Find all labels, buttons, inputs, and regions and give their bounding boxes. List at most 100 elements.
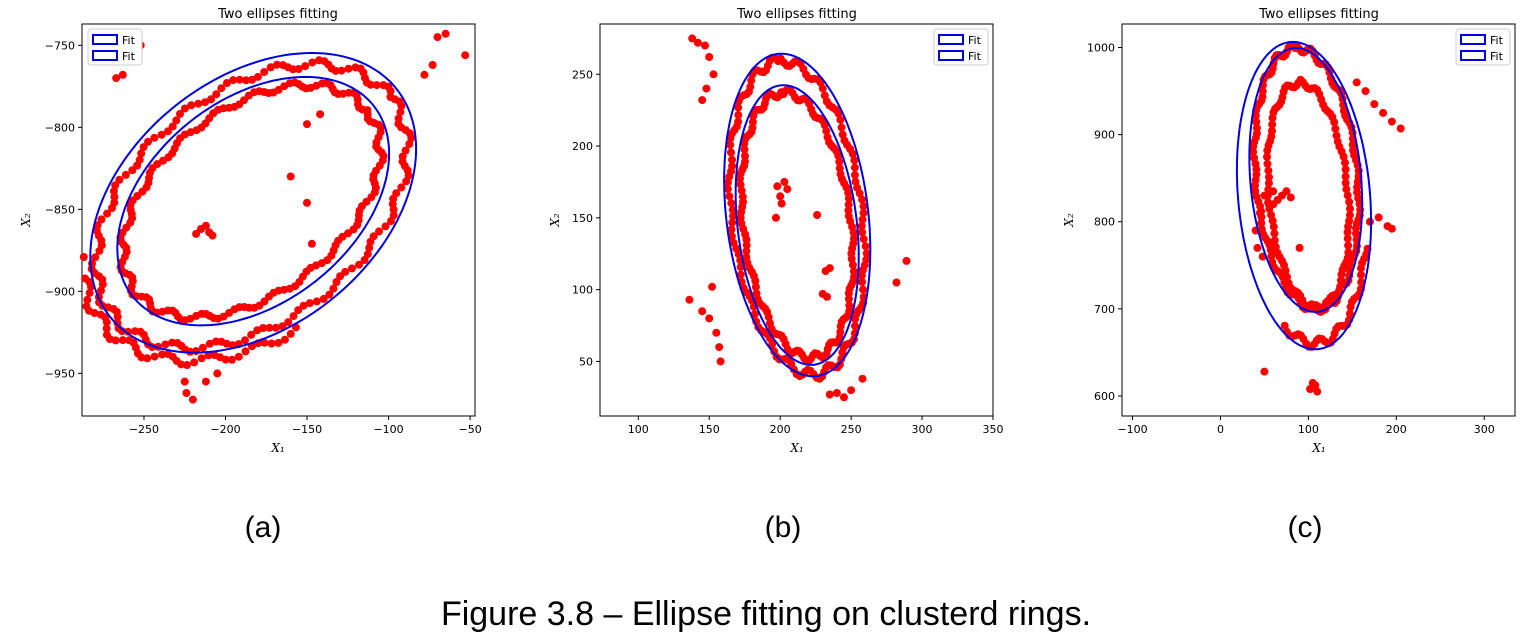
scatter-point bbox=[1311, 381, 1320, 390]
scatter-point bbox=[164, 127, 172, 136]
scatter-point bbox=[188, 395, 197, 404]
scatter-point bbox=[851, 177, 860, 186]
scatter-point bbox=[712, 328, 721, 337]
scatter-point bbox=[1357, 278, 1366, 287]
scatter-point bbox=[286, 172, 295, 181]
sublabel-c: (c) bbox=[1288, 511, 1323, 544]
scatter-point bbox=[1296, 75, 1305, 84]
scatter-point bbox=[823, 133, 832, 142]
scatter-point bbox=[128, 166, 137, 175]
scatter-point bbox=[825, 390, 834, 399]
scatter-point bbox=[265, 323, 274, 332]
scatter-point bbox=[736, 174, 744, 183]
scatter-point bbox=[307, 239, 316, 248]
scatter-point bbox=[234, 352, 243, 361]
scatter-point bbox=[729, 212, 737, 221]
scatter-point bbox=[365, 243, 374, 252]
legend-box bbox=[87, 28, 143, 66]
scatter-point bbox=[858, 215, 867, 224]
scatter-point bbox=[1332, 131, 1341, 140]
x-tick-label: 200 bbox=[1386, 423, 1407, 436]
scatter-point bbox=[118, 327, 127, 336]
y-axis-label-b: X₂ bbox=[548, 213, 562, 228]
scatter-point bbox=[726, 134, 735, 143]
scatter-point bbox=[197, 354, 206, 363]
scatter-point bbox=[777, 199, 786, 208]
fit-ellipse-1 bbox=[1235, 40, 1373, 351]
scatter-point bbox=[850, 234, 858, 243]
scatter-point bbox=[1282, 187, 1291, 196]
scatter-point bbox=[259, 324, 268, 332]
scatter-point bbox=[375, 227, 383, 236]
scatter-point bbox=[301, 62, 310, 71]
scatter-point bbox=[115, 175, 124, 184]
scatter-point bbox=[113, 312, 122, 321]
scatter-point bbox=[750, 310, 759, 319]
scatter-point bbox=[204, 351, 213, 360]
scatter-point bbox=[228, 355, 236, 364]
scatter-point bbox=[95, 246, 104, 255]
scatter-point bbox=[1268, 216, 1277, 225]
scatter-point bbox=[1345, 217, 1354, 225]
scatter-point bbox=[902, 256, 911, 265]
scatter-point bbox=[708, 282, 717, 291]
scatter-point bbox=[180, 104, 189, 113]
scatter-point bbox=[381, 222, 390, 231]
scatter-point bbox=[315, 56, 323, 65]
legend-swatch bbox=[1460, 34, 1486, 45]
scatter-point bbox=[858, 374, 867, 383]
scatter-point bbox=[1313, 387, 1322, 396]
scatter-point bbox=[303, 198, 311, 207]
scatter-point bbox=[858, 228, 867, 237]
scatter-point bbox=[241, 347, 250, 356]
scatter-point bbox=[247, 330, 256, 339]
x-axis-label-a: X₁ bbox=[270, 441, 284, 455]
scatter-point bbox=[223, 79, 231, 87]
scatter-point bbox=[397, 183, 406, 192]
y-axis-c: 600 700 800 900 1000 bbox=[1087, 42, 1122, 403]
scatter-point bbox=[441, 29, 450, 38]
scatter-point bbox=[836, 170, 845, 179]
scatter-point bbox=[201, 377, 210, 386]
scatter-point bbox=[182, 389, 191, 397]
scatter-point bbox=[172, 116, 181, 125]
scatter-point bbox=[83, 295, 92, 304]
scatter-point bbox=[728, 205, 737, 214]
x-tick-label: 100 bbox=[1298, 423, 1319, 436]
scatter-point bbox=[208, 231, 217, 240]
scatter-point bbox=[862, 249, 871, 258]
scatter-point bbox=[121, 170, 130, 179]
scatter-point bbox=[736, 270, 745, 279]
scatter-point bbox=[177, 360, 186, 369]
scatter-point bbox=[159, 156, 167, 165]
x-tick-label: −250 bbox=[129, 423, 159, 436]
scatter-point bbox=[143, 354, 152, 363]
x-axis-c: −100 0 100 200 300 bbox=[1117, 416, 1495, 436]
scatter-point bbox=[734, 103, 743, 112]
fit-ellipse-1 bbox=[723, 52, 872, 378]
x-tick-label: 350 bbox=[983, 423, 1004, 436]
panel-c: Two ellipses fitting −100 0 100 200 300 600 7… bbox=[1062, 7, 1516, 544]
scatter-point bbox=[862, 255, 871, 264]
panel-a: Two ellipses fitting −250 −200 −150 −100 −50… bbox=[19, 7, 482, 544]
scatter-point bbox=[303, 120, 311, 129]
scatter-point bbox=[305, 299, 314, 308]
scatter-point bbox=[369, 232, 378, 241]
scatter-point bbox=[229, 76, 238, 85]
scatter-point bbox=[1345, 309, 1354, 318]
scatter-point bbox=[1253, 243, 1262, 252]
scatter-point bbox=[1365, 217, 1374, 226]
scatter-point bbox=[139, 143, 148, 152]
y-tick-label: −750 bbox=[45, 39, 75, 52]
scatter-point bbox=[1264, 166, 1273, 175]
scatter-point bbox=[1269, 187, 1278, 196]
scatter-point bbox=[837, 354, 846, 363]
scatter-point bbox=[715, 343, 724, 352]
scatter-point bbox=[187, 101, 196, 110]
scatter-point bbox=[1387, 224, 1396, 233]
scatter-point bbox=[176, 109, 184, 118]
scatter-point bbox=[838, 130, 847, 139]
y-axis-b: 50 100 150 200 250 bbox=[572, 68, 600, 368]
scatter-point bbox=[363, 250, 372, 259]
fit-ellipse-1 bbox=[89, 52, 418, 354]
